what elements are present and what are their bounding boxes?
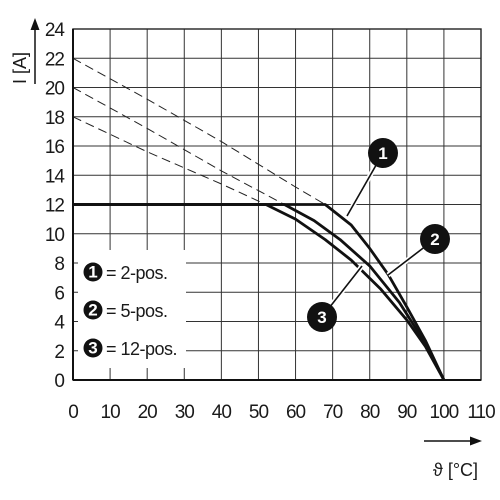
curve-callouts: 1 2 3 [307, 138, 450, 332]
x-tick-label: 80 [360, 402, 380, 423]
callout-label-3: 3 [317, 308, 326, 327]
y-tick-label: 18 [45, 108, 65, 129]
y-tick-label: 4 [54, 313, 65, 334]
axes [72, 29, 481, 381]
x-tick-label: 70 [323, 402, 343, 423]
legend-marker-number: 3 [88, 339, 97, 358]
legend-marker-number: 2 [88, 301, 97, 320]
derating-curves [73, 203, 446, 381]
x-tick-label: 60 [286, 402, 306, 423]
base-curves [72, 57, 326, 205]
base-curve-3 [72, 116, 267, 205]
callout-marker-3 [307, 302, 337, 332]
x-tick-label: 0 [68, 402, 78, 423]
callout-marker-2 [420, 224, 450, 254]
y-tick-label: 24 [45, 20, 66, 41]
base-curve-2 [72, 87, 285, 205]
y-tick-label: 10 [45, 225, 65, 246]
y-axis-arrow-icon [30, 18, 40, 84]
y-tick-label: 20 [45, 79, 65, 100]
legend-marker-2 [83, 300, 103, 320]
y-tick-label: 14 [45, 166, 66, 187]
y-tick-label: 22 [45, 49, 65, 70]
x-axis-arrow-icon [424, 436, 482, 446]
legend-marker-3 [83, 338, 103, 358]
y-tick-label: 0 [54, 371, 64, 392]
y-tick-label: 12 [45, 196, 65, 217]
x-tick-label: 90 [397, 402, 417, 423]
legend-label: = 5-pos. [106, 301, 168, 321]
x-tick-label: 50 [249, 402, 269, 423]
x-axis-label: ϑ [°C] [433, 460, 478, 480]
x-tick-label: 100 [430, 402, 459, 423]
legend-marker-number: 1 [88, 263, 97, 282]
callout-marker-1 [368, 138, 398, 168]
x-tick-labels: 0 10 20 30 40 50 60 70 80 90 100 110 [68, 402, 496, 423]
y-tick-label: 2 [54, 342, 64, 363]
legend-label: = 2-pos. [106, 263, 168, 283]
y-tick-label: 6 [54, 283, 64, 304]
x-tick-label: 110 [467, 402, 495, 423]
derating-curve-3 [73, 203, 446, 381]
x-tick-label: 20 [138, 402, 158, 423]
callout-label-1: 1 [378, 144, 387, 163]
derating-curve-2 [73, 203, 446, 381]
x-tick-label: 10 [101, 402, 121, 423]
callout-label-2: 2 [430, 230, 439, 249]
y-tick-label: 8 [54, 254, 64, 275]
y-axis-label: I [A] [10, 52, 30, 84]
legend-label: = 12-pos. [106, 339, 177, 359]
y-tick-label: 16 [45, 137, 65, 158]
legend-marker-1 [83, 262, 103, 282]
x-tick-label: 30 [175, 402, 195, 423]
x-tick-label: 40 [212, 402, 232, 423]
legend: 1 = 2-pos. 2 = 5-pos. 3 = 12-pos. [78, 250, 186, 368]
base-curve-1 [72, 57, 326, 205]
derating-curve-1 [73, 203, 446, 381]
